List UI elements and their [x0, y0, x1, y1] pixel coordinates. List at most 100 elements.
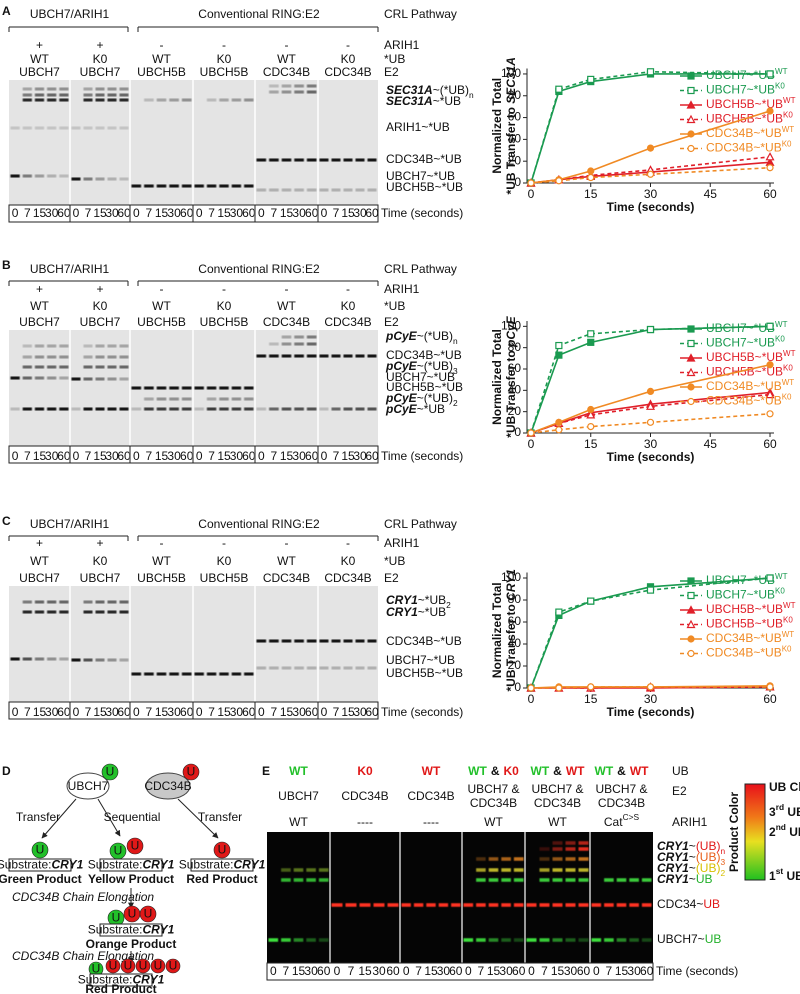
gel-band [367, 639, 377, 643]
italic-part: CRY1 [386, 605, 418, 619]
colored-part: UB [705, 932, 722, 946]
label: U [124, 959, 133, 973]
gel-band [119, 87, 129, 91]
italic-part: CRY1 [51, 858, 83, 872]
gel-band [95, 126, 105, 130]
label: 15 [341, 705, 355, 719]
label: 30 [45, 705, 59, 719]
gel-band [156, 407, 167, 411]
ub-circle [165, 958, 181, 974]
label: 7 [146, 449, 153, 463]
label: 7 [24, 449, 31, 463]
label: 30 [292, 449, 306, 463]
label: Conventional RING:E2 [198, 262, 320, 276]
gel-band [244, 397, 254, 401]
gel-band [95, 344, 105, 348]
gel-band [95, 98, 105, 102]
label: 15 [33, 206, 47, 220]
gel-band [565, 847, 576, 851]
label: U [131, 839, 140, 853]
gel-band [59, 407, 69, 411]
label: 0 [403, 964, 410, 978]
gel-band [22, 126, 32, 130]
legend-name: UBCH5B~*UB [706, 97, 783, 111]
italic-part: pCyE [385, 329, 418, 343]
gel-band [47, 93, 57, 97]
label: CDC34B~*UB [386, 634, 462, 648]
label: 0 [73, 705, 80, 719]
label: 60 [317, 964, 331, 978]
label: 0 [334, 964, 341, 978]
label: 15 [93, 449, 107, 463]
gel-band [206, 386, 217, 390]
gel-band [131, 184, 142, 188]
point [766, 361, 774, 369]
label: Product Color [727, 792, 741, 872]
gel-band [306, 868, 316, 872]
rich-label: CRY1~*UB [386, 605, 446, 619]
sep-part: ~ [689, 839, 696, 853]
gel-band [95, 407, 105, 411]
gel-band [59, 174, 69, 178]
ub-word: WT [422, 764, 441, 778]
gel-band [578, 878, 589, 882]
legend-entry: UBCH7~*UBK0 [706, 81, 785, 97]
gel-band [526, 903, 537, 907]
label: WT [152, 554, 171, 568]
gel-band [629, 938, 639, 942]
gel-band [231, 672, 242, 676]
gel-band [306, 639, 317, 643]
gel-band [629, 903, 639, 907]
legend-marker [687, 72, 695, 80]
label: 100 [501, 319, 521, 333]
rich-label: pCyE~(*UB)3 [385, 359, 458, 376]
gel-band [95, 377, 105, 381]
gel-band [59, 98, 69, 102]
label: 45 [704, 437, 718, 451]
substrate-box [190, 858, 254, 872]
gel-band [578, 903, 589, 907]
label: Time (seconds) [381, 449, 463, 463]
legend-marker [686, 367, 696, 377]
gel-band [539, 868, 550, 872]
label: CDC34B [324, 65, 371, 79]
label: U [114, 844, 123, 858]
label: UBCH7 [80, 315, 121, 329]
time-box [266, 962, 654, 981]
label: Yellow Product [88, 872, 174, 886]
gel-band [156, 184, 167, 188]
gel-band [71, 126, 81, 130]
label: 15 [93, 705, 107, 719]
label: UBCH5B [137, 315, 186, 329]
point [587, 338, 595, 346]
italic-part: CRY1 [233, 858, 265, 872]
label: Time (seconds) [656, 964, 738, 978]
label: K0 [93, 554, 108, 568]
point [646, 144, 655, 152]
gel-band [83, 98, 93, 102]
gel-band [83, 355, 93, 359]
gel-band [293, 878, 304, 882]
gel-band [144, 98, 154, 102]
legend-name: CDC34B~*UB [706, 126, 782, 140]
gel-band [59, 376, 69, 380]
rich-label: UBCH7~UB [657, 932, 721, 946]
label: WT [152, 299, 171, 313]
label: 7 [333, 705, 340, 719]
point [587, 167, 595, 175]
gel-band [552, 878, 563, 882]
text-part: UBCH7~ [657, 932, 705, 946]
label: 7 [271, 206, 278, 220]
gel-band [22, 344, 32, 348]
gel-band [256, 158, 267, 162]
gel-band [565, 903, 576, 907]
gel-band [244, 98, 254, 102]
colored-part: (UB) [696, 850, 721, 864]
legend-marker [687, 635, 695, 643]
gel-band [169, 184, 179, 188]
label: CDC34B [324, 315, 371, 329]
legend-sup: WT [782, 630, 795, 639]
label: K0 [341, 554, 356, 568]
label: 15 [280, 206, 294, 220]
gel-band [95, 365, 105, 369]
